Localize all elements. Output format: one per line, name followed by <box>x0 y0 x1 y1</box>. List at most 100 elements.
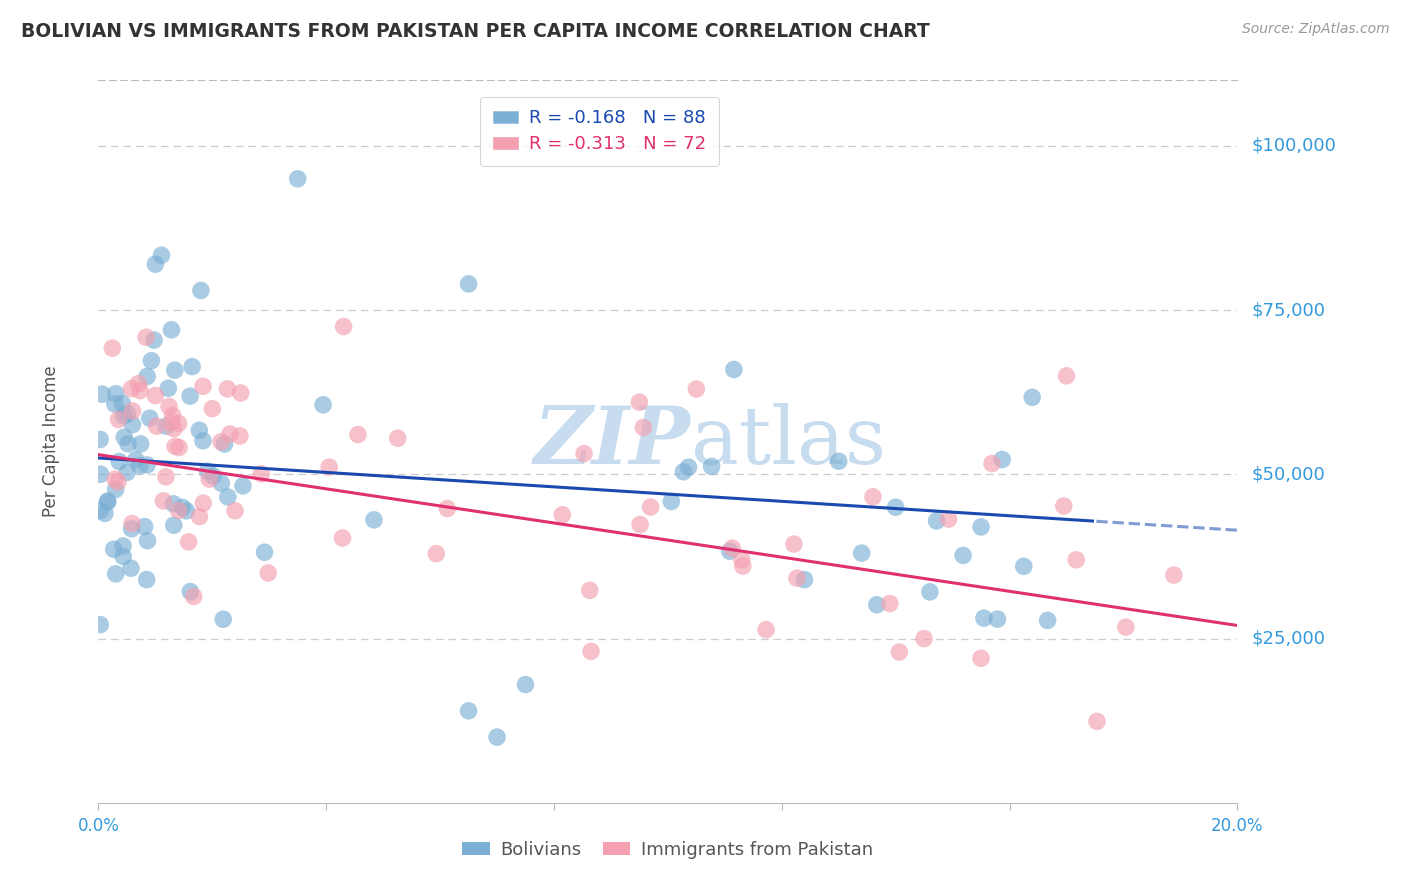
Point <box>1115 620 1137 634</box>
Point <box>347 427 370 442</box>
Point <box>112 430 135 444</box>
Point <box>104 397 127 411</box>
Point <box>117 407 139 421</box>
Point <box>212 612 235 626</box>
Point <box>572 447 595 461</box>
Point <box>1053 499 1076 513</box>
Point <box>191 379 214 393</box>
Point <box>287 171 309 186</box>
Point <box>104 386 127 401</box>
Text: Source: ZipAtlas.com: Source: ZipAtlas.com <box>1241 22 1389 37</box>
Point <box>139 411 162 425</box>
Point <box>127 376 149 391</box>
Point <box>387 431 409 445</box>
Point <box>486 730 509 744</box>
Point <box>257 566 280 580</box>
Point <box>121 404 143 418</box>
Point <box>884 500 907 515</box>
Point <box>101 341 124 355</box>
Point <box>457 704 479 718</box>
Point <box>436 501 458 516</box>
Point <box>312 398 335 412</box>
Point <box>731 553 754 567</box>
Point <box>179 389 201 403</box>
Point <box>177 535 200 549</box>
Point <box>515 677 537 691</box>
Point <box>912 632 935 646</box>
Point <box>89 617 111 632</box>
Point <box>938 512 960 526</box>
Point <box>163 439 186 453</box>
Text: BOLIVIAN VS IMMIGRANTS FROM PAKISTAN PER CAPITA INCOME CORRELATION CHART: BOLIVIAN VS IMMIGRANTS FROM PAKISTAN PER… <box>21 22 929 41</box>
Point <box>879 597 901 611</box>
Text: ZIP: ZIP <box>534 403 690 480</box>
Point <box>181 359 204 374</box>
Point <box>721 541 744 556</box>
Point <box>1064 553 1087 567</box>
Point <box>191 434 214 448</box>
Point <box>179 584 201 599</box>
Point <box>1163 568 1185 582</box>
Point <box>121 417 143 432</box>
Point <box>224 504 246 518</box>
Point <box>155 419 177 434</box>
Point <box>209 434 232 449</box>
Point <box>167 441 190 455</box>
Point <box>1012 559 1035 574</box>
Point <box>107 412 129 426</box>
Point <box>198 472 221 486</box>
Point <box>145 257 167 271</box>
Point <box>90 467 112 482</box>
Point <box>925 514 948 528</box>
Point <box>91 387 114 401</box>
Point <box>157 381 180 395</box>
Point <box>193 496 215 510</box>
Point <box>970 520 993 534</box>
Point <box>918 585 941 599</box>
Point <box>678 460 700 475</box>
Point <box>1085 714 1108 729</box>
Point <box>136 458 159 472</box>
Point <box>755 623 778 637</box>
Point <box>162 497 184 511</box>
Point <box>332 531 354 545</box>
Point <box>952 549 974 563</box>
Point <box>121 522 143 536</box>
Point <box>718 544 741 558</box>
Point <box>115 466 138 480</box>
Point <box>167 503 190 517</box>
Point <box>229 429 252 443</box>
Point <box>104 566 127 581</box>
Point <box>318 460 340 475</box>
Point <box>986 612 1008 626</box>
Point <box>163 363 186 377</box>
Point <box>1021 390 1043 404</box>
Point <box>209 476 232 491</box>
Point <box>141 353 163 368</box>
Point <box>155 470 177 484</box>
Point <box>970 651 993 665</box>
Point <box>96 495 118 509</box>
Point <box>157 400 180 414</box>
Point <box>628 395 651 409</box>
Point <box>167 417 190 431</box>
Point <box>125 452 148 467</box>
Point <box>112 539 135 553</box>
Point <box>253 545 276 559</box>
Point <box>862 490 884 504</box>
Point <box>250 467 273 481</box>
Text: Per Capita Income: Per Capita Income <box>42 366 59 517</box>
Point <box>129 384 152 398</box>
Point <box>685 382 707 396</box>
Point <box>121 516 143 531</box>
Point <box>866 598 889 612</box>
Point <box>731 559 754 574</box>
Point <box>129 437 152 451</box>
Point <box>640 500 662 514</box>
Point <box>128 458 150 473</box>
Point <box>163 518 186 533</box>
Point <box>188 509 211 524</box>
Point <box>152 494 174 508</box>
Point <box>981 457 1004 471</box>
Point <box>332 319 354 334</box>
